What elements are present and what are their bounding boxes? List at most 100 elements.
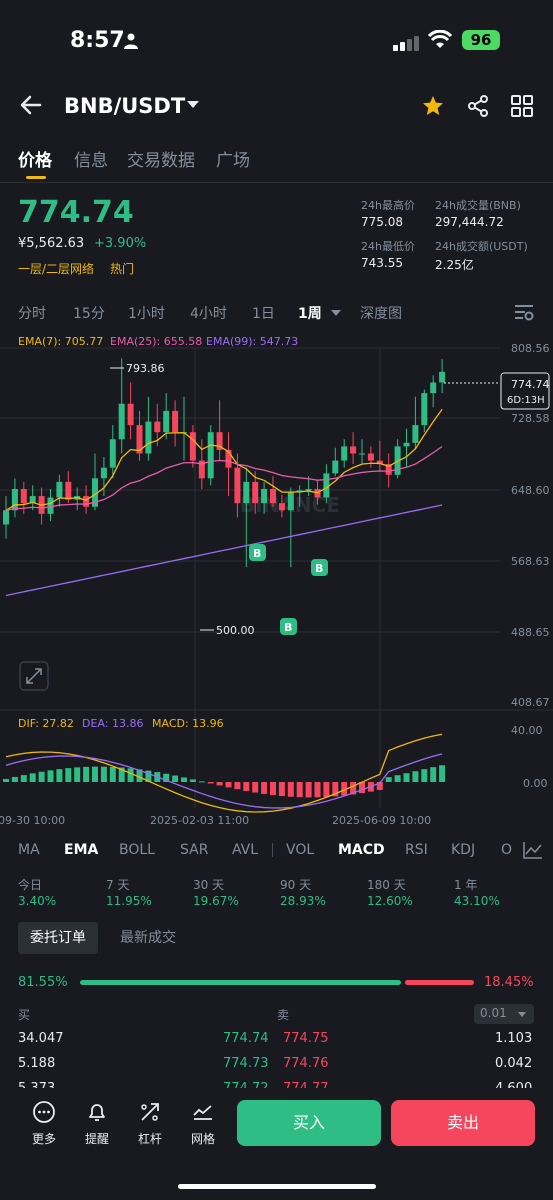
candle-body bbox=[278, 503, 285, 511]
more-icon[interactable] bbox=[32, 1100, 56, 1124]
current-price-line: 774.74 6D:13H bbox=[444, 372, 550, 410]
chart-settings-icon[interactable] bbox=[513, 302, 535, 322]
macd-bar bbox=[359, 782, 365, 794]
tab-order-book[interactable]: 委托订单 bbox=[18, 922, 98, 954]
buy-button[interactable]: 买入 bbox=[237, 1100, 381, 1146]
vol-bnb-label: 24h成交量(BNB) bbox=[435, 199, 521, 212]
star-icon[interactable] bbox=[421, 94, 445, 118]
bid-price[interactable]: 774.73 bbox=[223, 1056, 269, 1071]
ask-price[interactable]: 774.76 bbox=[283, 1056, 329, 1071]
ema7-legend: EMA(7): 705.77 bbox=[18, 335, 104, 348]
high-value: 775.08 bbox=[361, 215, 403, 229]
macd-bar bbox=[20, 775, 27, 782]
low-marker-label: 500.00 bbox=[216, 624, 255, 637]
back-arrow-icon[interactable] bbox=[18, 92, 44, 118]
grid-menu-icon[interactable] bbox=[510, 94, 534, 118]
dif-legend: DIF: 27.82 bbox=[18, 717, 74, 730]
vol-usdt-value: 2.25亿 bbox=[435, 258, 474, 272]
sell-button[interactable]: 卖出 bbox=[391, 1100, 535, 1146]
perf-label: 今日 bbox=[18, 878, 43, 892]
candle-body bbox=[47, 497, 54, 514]
tag-layer[interactable]: 一层/二层网络 bbox=[18, 262, 95, 276]
macd-bar bbox=[136, 769, 143, 782]
interval-1w[interactable]: 1周 bbox=[298, 306, 322, 322]
interval-4h[interactable]: 4小时 bbox=[190, 306, 227, 322]
x-tick: 09-30 10:00 bbox=[0, 814, 65, 827]
ind-macd[interactable]: MACD bbox=[338, 842, 385, 858]
grid-label[interactable]: 网格 bbox=[190, 1132, 215, 1146]
perf-value: 11.95% bbox=[106, 894, 152, 908]
candle-body bbox=[216, 432, 223, 450]
interval-1h[interactable]: 1小时 bbox=[128, 306, 165, 322]
candle-body bbox=[376, 460, 383, 465]
candle-body bbox=[252, 481, 259, 504]
leverage-label[interactable]: 杠杆 bbox=[137, 1132, 162, 1146]
candle-body bbox=[118, 403, 125, 440]
indicator-settings-icon[interactable] bbox=[522, 840, 544, 860]
macd-bar bbox=[145, 770, 152, 782]
candle-body bbox=[29, 496, 36, 504]
buy-marker-label: B bbox=[253, 547, 261, 560]
macd-bar bbox=[296, 782, 303, 798]
macd-bar bbox=[29, 773, 36, 782]
bid-price[interactable]: 774.74 bbox=[223, 1031, 269, 1046]
bell-icon[interactable] bbox=[85, 1100, 109, 1124]
kline-chart[interactable]: BINANCE 793.86 500.00 B B B 774.74 6D:13… bbox=[0, 330, 553, 830]
ind-boll[interactable]: BOLL bbox=[119, 842, 155, 858]
pair-title[interactable]: BNB/USDT bbox=[64, 94, 186, 118]
share-icon[interactable] bbox=[466, 94, 490, 118]
buy-marker bbox=[280, 618, 297, 635]
candle-body bbox=[385, 464, 392, 475]
more-label[interactable]: 更多 bbox=[31, 1132, 56, 1146]
tab-price[interactable]: 价格 bbox=[18, 151, 52, 171]
tab-trading-data[interactable]: 交易数据 bbox=[127, 151, 195, 171]
perf-value: 43.10% bbox=[454, 894, 500, 908]
macd-bar bbox=[234, 782, 241, 790]
tab-recent-trades[interactable]: 最新成交 bbox=[120, 930, 176, 946]
tag-hot[interactable]: 热门 bbox=[110, 262, 135, 276]
ind-more[interactable]: O bbox=[501, 842, 513, 858]
dif-line bbox=[5, 733, 443, 813]
macd-bar bbox=[172, 775, 179, 782]
current-price-tag: 774.74 bbox=[511, 378, 550, 391]
ind-ema[interactable]: EMA bbox=[64, 842, 99, 858]
perf-label: 180 天 bbox=[367, 878, 406, 892]
vol-bnb-value: 297,444.72 bbox=[435, 215, 504, 229]
tab-square[interactable]: 广场 bbox=[216, 151, 250, 171]
expand-button[interactable] bbox=[19, 661, 49, 691]
leverage-icon[interactable] bbox=[138, 1100, 162, 1124]
precision-select[interactable]: 0.01 bbox=[474, 1004, 534, 1024]
cny-price: ¥5,562.63 bbox=[18, 236, 85, 251]
ind-rsi[interactable]: RSI bbox=[405, 842, 428, 858]
candle-body bbox=[350, 446, 357, 454]
macd-bar bbox=[163, 773, 170, 782]
interval-15m[interactable]: 15分 bbox=[73, 306, 105, 322]
interval-time[interactable]: 分时 bbox=[18, 306, 46, 322]
buy-marker bbox=[249, 544, 266, 561]
ask-price[interactable]: 774.75 bbox=[283, 1031, 329, 1046]
alert-label[interactable]: 提醒 bbox=[84, 1132, 109, 1146]
macd-bar bbox=[3, 778, 9, 782]
chevron-down-icon[interactable] bbox=[331, 310, 341, 316]
ind-kdj[interactable]: KDJ bbox=[451, 842, 476, 858]
ema25-legend: EMA(25): 655.58 bbox=[110, 335, 203, 348]
interval-depth[interactable]: 深度图 bbox=[360, 306, 402, 322]
candle-body bbox=[154, 421, 161, 433]
perf-label: 1 年 bbox=[454, 878, 478, 892]
ind-avl[interactable]: AVL bbox=[232, 842, 259, 858]
macd-bar bbox=[74, 767, 81, 782]
tab-info[interactable]: 信息 bbox=[74, 151, 108, 171]
ind-vol[interactable]: VOL bbox=[286, 842, 315, 858]
y-tick: 408.67 bbox=[511, 696, 550, 709]
ind-sar[interactable]: SAR bbox=[180, 842, 209, 858]
person-icon bbox=[124, 33, 138, 49]
macd-bar bbox=[181, 777, 187, 782]
macd-bar bbox=[207, 782, 214, 784]
ind-ma[interactable]: MA bbox=[18, 842, 40, 858]
chevron-down-icon[interactable] bbox=[187, 101, 199, 108]
high-label: 24h最高价 bbox=[361, 199, 415, 212]
ema99-line bbox=[5, 504, 443, 597]
grid-bot-icon[interactable] bbox=[191, 1100, 215, 1124]
interval-1d[interactable]: 1日 bbox=[252, 306, 275, 322]
macd-bar bbox=[38, 771, 45, 782]
